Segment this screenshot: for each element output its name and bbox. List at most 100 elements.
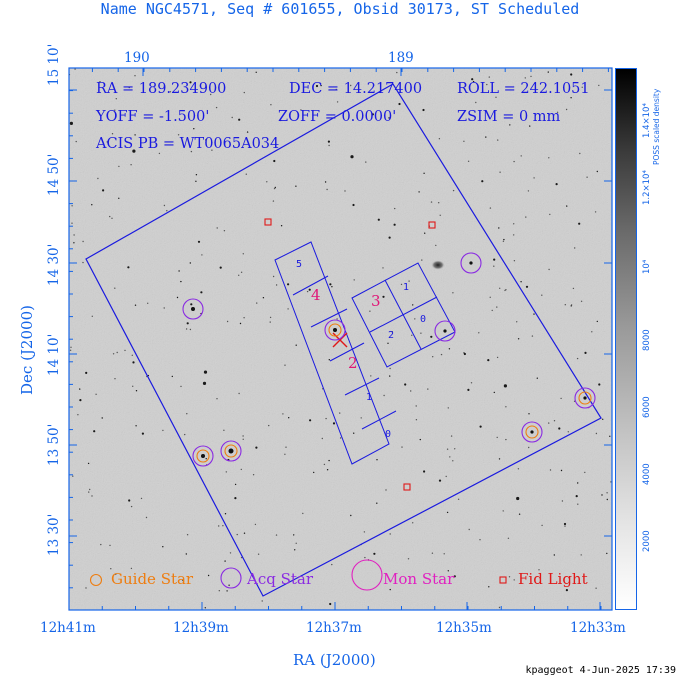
background-star (606, 552, 608, 555)
background-star (596, 170, 598, 173)
background-star (325, 417, 327, 420)
background-star (132, 361, 135, 364)
background-star (246, 131, 249, 133)
background-star (595, 432, 598, 435)
background-star (324, 181, 327, 183)
background-star (530, 75, 532, 78)
background-star (70, 346, 72, 348)
background-star (400, 283, 403, 286)
background-star (134, 304, 137, 306)
info-acis: ACIS PB = WT0065A034 (96, 136, 280, 152)
background-star (240, 271, 243, 273)
background-star (186, 413, 188, 415)
background-star (578, 222, 581, 225)
background-star (282, 413, 284, 415)
background-star (496, 436, 498, 439)
background-star (135, 425, 137, 427)
background-star (111, 217, 113, 219)
background-star (222, 525, 224, 527)
background-star (497, 139, 499, 141)
background-star (503, 238, 505, 241)
background-star (561, 500, 564, 502)
background-star (412, 522, 414, 524)
background-star (240, 556, 243, 559)
background-star (216, 398, 218, 400)
guide-stars (196, 323, 592, 463)
background-star (195, 180, 197, 182)
background-star (431, 552, 434, 554)
background-star (190, 150, 193, 153)
background-star (205, 139, 207, 141)
chip-big-label-2: 2 (348, 354, 358, 372)
background-star (602, 418, 604, 420)
background-star (82, 240, 84, 243)
background-star (440, 353, 443, 356)
background-star (328, 359, 330, 361)
background-star (73, 234, 75, 236)
background-star (472, 80, 475, 83)
background-star (457, 498, 460, 500)
background-star (284, 364, 286, 366)
background-star (394, 207, 396, 210)
background-star (555, 183, 558, 186)
background-star (87, 462, 90, 465)
background-star (541, 294, 543, 296)
fid-light-square (264, 218, 272, 226)
background-star (520, 155, 522, 157)
legend-mon-label: Mon Star (383, 570, 455, 588)
background-star (479, 425, 482, 428)
background-star (596, 320, 598, 323)
background-star (293, 534, 295, 536)
background-star (586, 176, 588, 178)
background-star (547, 71, 549, 73)
background-star (134, 134, 136, 136)
background-star (584, 351, 587, 354)
background-star (275, 284, 278, 286)
background-star (524, 77, 526, 79)
background-star (364, 556, 366, 559)
background-star (69, 121, 73, 125)
background-star (485, 136, 487, 138)
background-star (162, 546, 164, 548)
background-star (329, 283, 332, 286)
background-star (82, 261, 84, 264)
background-star (452, 460, 454, 462)
background-star (327, 140, 330, 143)
sky-field-svg: 5 1 0 1 0 2 4 3 2 (69, 68, 612, 610)
background-star (517, 338, 520, 340)
background-star (385, 489, 387, 491)
background-star (145, 516, 148, 519)
background-star (489, 207, 492, 209)
background-star (471, 78, 474, 81)
background-star (180, 385, 182, 388)
background-star (468, 528, 470, 531)
background-star (127, 266, 130, 269)
background-star (450, 435, 453, 437)
background-star (453, 575, 456, 578)
background-star (421, 259, 423, 261)
background-star (373, 552, 376, 555)
background-star (114, 378, 116, 380)
background-star (516, 496, 520, 501)
left-tick-1450: 14 50' (46, 153, 62, 196)
background-star (438, 138, 441, 140)
legend-acq-icon (220, 567, 242, 589)
background-star (85, 371, 88, 374)
background-star (411, 334, 413, 336)
background-star (377, 218, 380, 221)
background-star (228, 584, 230, 586)
background-star (563, 522, 567, 526)
background-star (518, 513, 521, 515)
background-star (548, 422, 550, 424)
background-star (118, 197, 120, 199)
background-star (549, 469, 552, 471)
background-star (294, 549, 296, 551)
background-star (287, 283, 290, 286)
background-star (529, 125, 531, 127)
background-star (498, 606, 501, 609)
background-star (193, 128, 195, 130)
background-star (332, 422, 336, 425)
background-star (88, 491, 90, 493)
acq-star-circle (192, 445, 214, 467)
background-star (498, 458, 501, 460)
